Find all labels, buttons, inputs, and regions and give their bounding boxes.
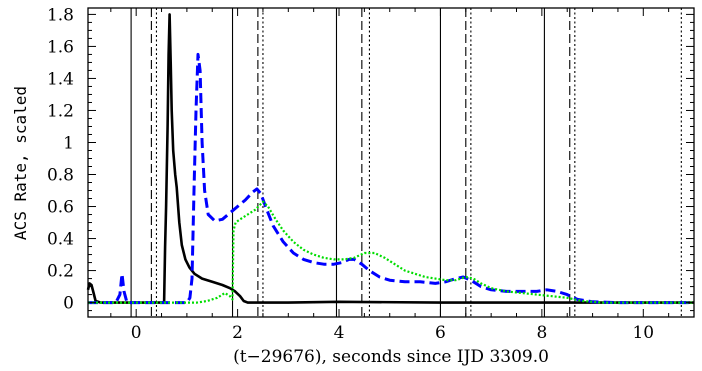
y-tick-label: 1.8: [47, 5, 74, 25]
x-axis-label: (t−29676), seconds since IJD 3309.0: [233, 347, 549, 367]
y-tick-label: 1.6: [47, 37, 74, 57]
x-tick-label: 4: [334, 323, 345, 343]
vertical-marker-lines: [130, 8, 682, 317]
x-tick-label: 10: [632, 323, 654, 343]
plot-frame: [87, 7, 695, 318]
x-tick-label: 8: [536, 323, 547, 343]
y-tick-label: 1: [63, 133, 74, 153]
x-tick-labels: 0 2 4 6 8 10: [131, 323, 654, 343]
y-tick-label: 0.2: [47, 262, 74, 282]
y-tick-label: 0: [63, 294, 74, 314]
series-line-1: [88, 52, 694, 305]
y-tick-label: 0.6: [47, 198, 74, 218]
y-axis-label: ACS Rate, scaled: [11, 86, 30, 240]
x-tick-label: 6: [435, 323, 446, 343]
y-tick-label: 1.2: [47, 101, 74, 121]
y-tick-labels: 0 0.2 0.4 0.6 0.8 1 1.2 1.4 1.6 1.8: [47, 5, 74, 313]
y-tick-label: 0.8: [47, 166, 74, 186]
x-tick-label: 2: [232, 323, 243, 343]
y-tick-label: 0.4: [47, 230, 74, 250]
y-tick-label: 1.4: [47, 69, 74, 89]
series-line-0: [86, 13, 694, 304]
x-tick-label: 0: [131, 323, 142, 343]
series-group: [86, 13, 694, 305]
axis-ticks: [88, 8, 695, 317]
